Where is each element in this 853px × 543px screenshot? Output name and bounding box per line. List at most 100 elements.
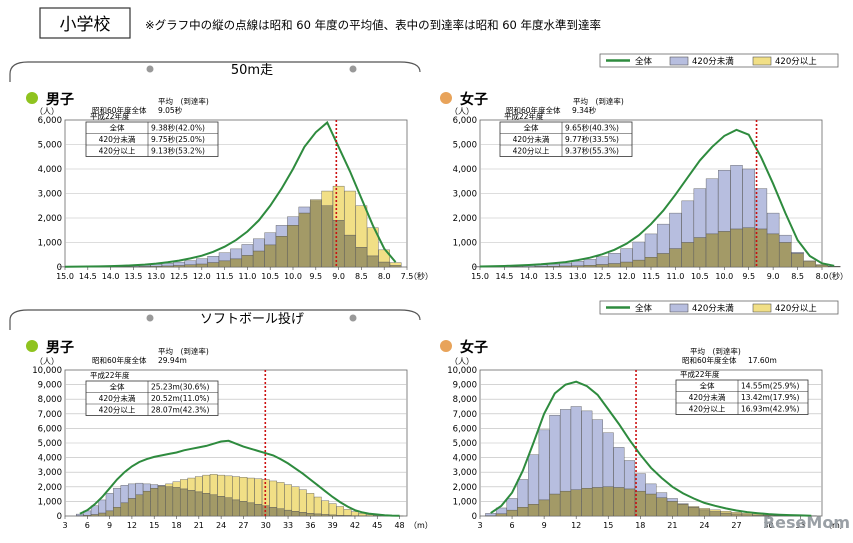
bar-segment-overlap (705, 233, 719, 268)
bar-segment-top (336, 506, 344, 516)
panel-softball-girls: 女子（人） 平均 (到達率)昭和60年度全体 17.60m 0 1,000 2,000 3,… (440, 339, 848, 530)
x-tick-label: 11.5 (642, 272, 660, 281)
table-row-label: 全体 (110, 123, 125, 133)
bar-segment-overlap (172, 487, 181, 517)
x-tick-label: 13.0 (569, 272, 587, 281)
bar-segment-overlap (506, 509, 518, 517)
bar-segment-overlap (83, 515, 92, 517)
x-tick-label: 11.0 (238, 272, 256, 281)
bar-segment-overlap (803, 261, 816, 268)
bar-segment-top (699, 508, 710, 511)
bar-segment-top (730, 165, 743, 230)
bar-segment-overlap (538, 499, 550, 517)
y-tick-label: 5,000 (453, 439, 477, 449)
reference-value: 9.34秒 (572, 105, 597, 115)
legend-frame (599, 53, 839, 68)
legend-frame (599, 300, 839, 315)
y-tick-label: 9,000 (453, 381, 477, 391)
bar-segment-top (224, 475, 233, 498)
bar-segment-overlap (378, 261, 390, 268)
gender-label: 女子 (460, 91, 488, 108)
y-tick-label: 2,000 (38, 214, 62, 224)
bar-segment-top (321, 500, 330, 515)
y-tick-label: 4,000 (453, 165, 477, 175)
bar-segment-overlap (624, 488, 636, 517)
y-tick-label: 9,000 (38, 381, 62, 391)
bar-segment-top (351, 511, 359, 516)
y-unit-label: （人） (450, 357, 474, 366)
bar-segment-overlap (613, 487, 625, 517)
bar-segment-top (202, 474, 211, 494)
bar-segment-top (583, 259, 597, 266)
x-tick-label: 14.0 (520, 272, 538, 281)
legend-label-over: 420分以上 (775, 57, 817, 67)
y-tick-label: 6,000 (453, 424, 477, 434)
bar-segment-overlap (549, 493, 561, 517)
legend-swatch-over (752, 56, 772, 66)
legend-swatch-under (669, 303, 689, 313)
bar-segment-overlap (150, 266, 162, 268)
y-tick-label: 3,000 (453, 190, 477, 200)
x-unit-label: （秒） (409, 271, 433, 281)
bar-segment-top (709, 509, 721, 512)
x-tick-label: 8.5 (791, 272, 804, 281)
bar-segment-overlap (741, 514, 753, 517)
x-tick-label: 9.5 (309, 272, 322, 281)
bar-segment-top (485, 513, 497, 516)
legend-label-over: 420分以上 (775, 304, 817, 314)
x-tick-label: 10.0 (715, 272, 733, 281)
bar-segment-overlap (232, 499, 240, 517)
panel-sprint-boys: 男子（人） 平均 (到達率) 昭和60年度全体 9.05秒 0 1,000 2,000 3,0… (26, 92, 433, 281)
y-tick-label: 1,000 (453, 239, 477, 249)
panel-softball-boys: 男子（人） 平均 (到達率) 昭和60年度全体 29.94m 0 1,000 2,000 3,… (26, 340, 433, 530)
bar-segment-top (298, 206, 311, 214)
bar-segment-top (560, 409, 571, 492)
bar-segment-overlap (720, 512, 732, 517)
bar-segment-overlap (699, 509, 710, 517)
table-row-value: 9.75秒(25.0%) (151, 134, 205, 144)
average-header: 平均 (到達率) (158, 96, 209, 106)
x-tick-label: 11.5 (216, 272, 234, 281)
x-tick-label: 12.0 (193, 272, 211, 281)
x-tick-label: 42 (350, 521, 360, 530)
table-frame (675, 379, 809, 415)
reference-value: 9.05秒 (158, 105, 183, 115)
bar-segment-top (98, 499, 107, 514)
bar-segment-top (506, 498, 518, 511)
table-caption: 平成22年度 (680, 369, 720, 379)
bar-segment-top (343, 509, 352, 516)
y-unit-label: （人） (35, 357, 59, 366)
bar-segment-top (779, 234, 792, 243)
x-tick-label: 30 (261, 521, 271, 530)
table-row-label: 全体 (700, 381, 715, 391)
y-tick-label: 3,000 (38, 190, 62, 200)
bar-segment-top (620, 248, 633, 263)
bar-segment-overlap (291, 511, 300, 517)
bar-segment-top (196, 258, 208, 265)
legend-label-under: 420分未満 (692, 56, 734, 67)
bar-segment-overlap (196, 263, 208, 268)
bar-segment-overlap (332, 220, 345, 268)
bar-segment-overlap (209, 494, 218, 517)
bar-segment-top (254, 478, 263, 505)
bar-segment-top (187, 477, 196, 491)
bar-segment-overlap (730, 228, 743, 268)
bar-segment-overlap (389, 265, 402, 268)
table-row-value: 9.77秒(33.5%) (565, 134, 619, 144)
bar-segment-overlap (264, 244, 276, 268)
bar-segment-top (180, 479, 188, 490)
x-tick-label: 15 (603, 521, 613, 530)
table-row-value: 14.55m(25.9%) (741, 382, 800, 391)
x-tick-label: 11.0 (667, 272, 685, 281)
bar-segment-top (517, 479, 529, 508)
x-tick-label: 27 (238, 521, 248, 530)
bar-segment-top (165, 483, 173, 488)
bar-segment-top (581, 410, 593, 489)
bar-segment-overlap (632, 259, 645, 268)
y-tick-label: 0 (57, 263, 62, 273)
series-line-total (479, 128, 835, 268)
x-tick-label: 24 (216, 521, 226, 530)
y-tick-label: 10,000 (32, 366, 62, 376)
bar-segment-top (230, 248, 242, 260)
y-tick-label: 0 (472, 512, 477, 522)
